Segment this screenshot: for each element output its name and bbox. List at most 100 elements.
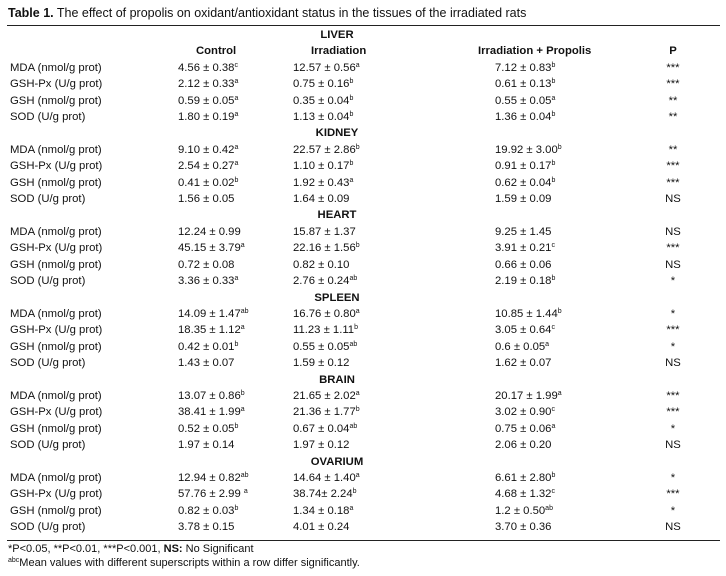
section-spacer bbox=[136, 372, 266, 388]
cell-irradiation: 1.97 ± 0.12 bbox=[266, 437, 408, 453]
cell-irradiation-superscript: b bbox=[349, 94, 354, 102]
cell-irradiation-superscript: ab bbox=[349, 340, 358, 348]
section-spacer bbox=[8, 454, 136, 470]
cell-irradiation-superscript: ab bbox=[349, 275, 358, 283]
section-spacer bbox=[626, 454, 720, 470]
section-title: BRAIN bbox=[319, 373, 355, 386]
cell-p: * bbox=[670, 422, 676, 435]
cell-control-value: 1.97 ± 0.14 bbox=[178, 439, 235, 452]
section-title: SPLEEN bbox=[314, 291, 360, 304]
cell-irradiation-value: 1.10 ± 0.17 bbox=[293, 160, 350, 173]
row-label: GSH (nmol/g prot) bbox=[10, 176, 102, 189]
cell-irradiation-propolis-superscript: a bbox=[551, 422, 556, 430]
row-label: MDA (nmol/g prot) bbox=[10, 471, 102, 484]
cell-p: *** bbox=[666, 160, 680, 173]
cell-irradiation: 11.23 ± 1.11b bbox=[266, 322, 408, 338]
cell-irradiation-value: 1.92 ± 0.43 bbox=[293, 176, 350, 189]
section-spacer bbox=[8, 372, 136, 388]
footnote-pvalues: *P<0.05, **P<0.01, ***P<0.001, bbox=[8, 543, 164, 555]
cell-irradiation-propolis: 3.05 ± 0.64c bbox=[408, 322, 626, 338]
cell-irradiation-propolis: 3.91 ± 0.21c bbox=[408, 240, 626, 256]
cell-irradiation-superscript: a bbox=[349, 504, 354, 512]
cell-irradiation-propolis: 20.17 ± 1.99a bbox=[408, 388, 626, 404]
table-row: GSH (nmol/g prot) 0.41 ± 0.02b 1.92 ± 0.43… bbox=[8, 175, 720, 191]
cell-p: *** bbox=[666, 78, 680, 91]
cell-irradiation: 21.65 ± 2.02a bbox=[266, 388, 408, 404]
cell-irradiation-superscript: a bbox=[355, 471, 360, 479]
cell-p: * bbox=[670, 275, 676, 288]
row-label: GSH-Px (U/g prot) bbox=[10, 242, 103, 255]
table-row: MDA (nmol/g prot) 13.07 ± 0.86b 21.65 ± 2.… bbox=[8, 388, 720, 404]
cell-control: 57.76 ± 2.99 a bbox=[136, 486, 266, 502]
table-row: GSH (nmol/g prot) 0.52 ± 0.05b 0.67 ± 0.04… bbox=[8, 421, 720, 437]
section-row: OVARIUM bbox=[8, 454, 720, 470]
section-row: LIVER bbox=[8, 27, 720, 43]
table-row: SOD (U/g prot) 3.36 ± 0.33a 2.76 ± 0.24ab 2… bbox=[8, 273, 720, 289]
caption-label: Table 1. bbox=[8, 6, 54, 20]
cell-p: *** bbox=[666, 406, 680, 419]
cell-control: 3.78 ± 0.15 bbox=[136, 519, 266, 535]
cell-irradiation-propolis-value: 10.85 ± 1.44 bbox=[495, 307, 558, 320]
cell-irradiation-propolis: 3.70 ± 0.36 bbox=[408, 519, 626, 535]
cell-control: 3.36 ± 0.33a bbox=[136, 273, 266, 289]
cell-irradiation-value: 0.55 ± 0.05 bbox=[293, 340, 350, 353]
row-label: SOD (U/g prot) bbox=[10, 193, 86, 206]
cell-irradiation-propolis-value: 4.68 ± 1.32 bbox=[495, 488, 552, 501]
cell-control-superscript: b bbox=[240, 389, 245, 397]
cell-irradiation-value: 22.57 ± 2.86 bbox=[293, 143, 356, 156]
section-title: HEART bbox=[317, 209, 357, 222]
cell-irradiation: 1.59 ± 0.12 bbox=[266, 355, 408, 371]
cell-irradiation: 0.55 ± 0.05ab bbox=[266, 339, 408, 355]
cell-irradiation-propolis-value: 0.6 ± 0.05 bbox=[495, 340, 546, 353]
cell-irradiation-propolis: 0.66 ± 0.06 bbox=[408, 257, 626, 273]
table-body: LIVER Control Irradiation Irradiation + Pro… bbox=[8, 27, 720, 536]
row-label: GSH-Px (U/g prot) bbox=[10, 78, 103, 91]
footnote-significance: *P<0.05, **P<0.01, ***P<0.001, NS: No Si… bbox=[8, 543, 254, 555]
cell-irradiation-propolis-value: 0.61 ± 0.13 bbox=[495, 78, 552, 91]
cell-irradiation-superscript: b bbox=[349, 78, 354, 86]
cell-irradiation-superscript: b bbox=[355, 143, 360, 151]
header-irradiation-propolis: Irradiation + Propolis bbox=[478, 45, 592, 58]
cell-p: *** bbox=[666, 61, 680, 74]
cell-irradiation-propolis-value: 1.62 ± 0.07 bbox=[495, 357, 552, 370]
cell-irradiation-propolis: 0.6 ± 0.05a bbox=[408, 339, 626, 355]
cell-p: *** bbox=[666, 324, 680, 337]
section-spacer bbox=[8, 290, 136, 306]
cell-control-value: 0.72 ± 0.08 bbox=[178, 258, 235, 271]
cell-control-value: 1.43 ± 0.07 bbox=[178, 357, 235, 370]
cell-p: ** bbox=[668, 111, 678, 124]
row-label: SOD (U/g prot) bbox=[10, 521, 86, 534]
row-label: SOD (U/g prot) bbox=[10, 439, 86, 452]
cell-control-superscript: ab bbox=[240, 307, 249, 315]
table-row: SOD (U/g prot) 1.80 ± 0.19a 1.13 ± 0.04b 1.… bbox=[8, 109, 720, 125]
data-table: LIVER Control Irradiation Irradiation + Pro… bbox=[8, 27, 720, 536]
section-spacer bbox=[626, 290, 720, 306]
cell-irradiation-propolis: 19.92 ± 3.00b bbox=[408, 142, 626, 158]
section-spacer bbox=[408, 207, 626, 223]
cell-control: 18.35 ± 1.12a bbox=[136, 322, 266, 338]
cell-p: * bbox=[670, 471, 676, 484]
cell-irradiation-superscript: b bbox=[354, 324, 358, 332]
footnote-ns-label: NS: bbox=[163, 543, 183, 555]
cell-irradiation-propolis-superscript: c bbox=[551, 488, 555, 496]
header-row: Control Irradiation Irradiation + Propolis… bbox=[8, 43, 720, 59]
cell-control-value: 18.35 ± 1.12 bbox=[178, 324, 241, 337]
cell-irradiation-propolis-value: 3.05 ± 0.64 bbox=[495, 324, 552, 337]
section-title: KIDNEY bbox=[315, 127, 359, 140]
table-row: SOD (U/g prot) 1.56 ± 0.05 1.64 ± 0.09 1.59… bbox=[8, 191, 720, 207]
cell-irradiation-propolis-value: 0.62 ± 0.04 bbox=[495, 176, 552, 189]
section-spacer bbox=[626, 125, 720, 141]
cell-control-value: 3.36 ± 0.33 bbox=[178, 275, 235, 288]
table-row: GSH-Px (U/g prot) 38.41 ± 1.99a 21.36 ± 1.… bbox=[8, 404, 720, 420]
cell-irradiation-value: 1.34 ± 0.18 bbox=[293, 504, 350, 517]
cell-irradiation-value: 21.65 ± 2.02 bbox=[293, 389, 356, 402]
cell-irradiation-propolis-superscript: a bbox=[545, 340, 550, 348]
cell-control: 12.94 ± 0.82ab bbox=[136, 470, 266, 486]
cell-p: NS bbox=[665, 225, 681, 238]
table-row: MDA (nmol/g prot) 12.94 ± 0.82ab 14.64 ± 1… bbox=[8, 470, 720, 486]
cell-control-superscript: a bbox=[243, 488, 248, 496]
cell-irradiation-propolis: 4.68 ± 1.32c bbox=[408, 486, 626, 502]
cell-irradiation-propolis-superscript: c bbox=[551, 406, 555, 414]
header-p: P bbox=[669, 45, 677, 58]
cell-irradiation-value: 0.67 ± 0.04 bbox=[293, 422, 350, 435]
